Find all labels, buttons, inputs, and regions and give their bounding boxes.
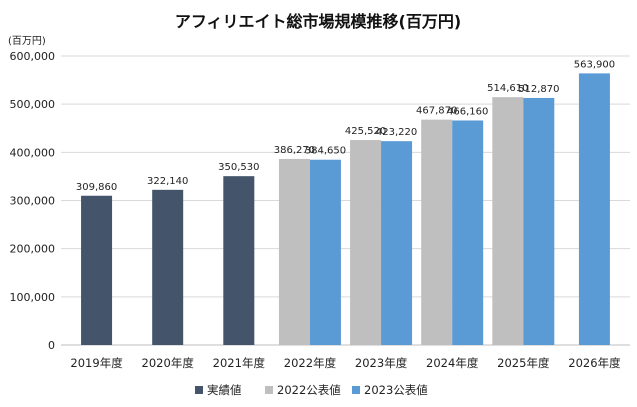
bar bbox=[381, 141, 413, 345]
x-tick-label: 2025年度 bbox=[497, 356, 550, 370]
x-tick-label: 2020年度 bbox=[142, 356, 195, 370]
data-label: 423,220 bbox=[376, 127, 417, 138]
bar bbox=[492, 97, 524, 345]
y-axis-ticks: 0 100,000 200,000 300,000 400,000 500,000 600,… bbox=[10, 50, 56, 352]
data-label: 467,870 bbox=[416, 106, 457, 117]
x-tick-label: 2026年度 bbox=[568, 356, 621, 370]
x-tick-label: 2022年度 bbox=[284, 356, 337, 370]
data-label: 514,610 bbox=[487, 83, 528, 94]
bar bbox=[578, 73, 610, 345]
chart-title: アフィリエイト総市場規模推移(百万円) bbox=[175, 12, 461, 31]
legend-swatch bbox=[195, 386, 203, 394]
bar bbox=[309, 159, 341, 345]
data-label: 425,520 bbox=[345, 126, 386, 137]
x-tick-label: 2023年度 bbox=[355, 356, 408, 370]
data-label: 309,860 bbox=[76, 182, 117, 193]
legend-swatch bbox=[265, 386, 273, 394]
legend: 実績値 2022公表値 2023公表値 bbox=[195, 383, 428, 397]
data-label: 322,140 bbox=[147, 176, 188, 187]
y-tick-label: 500,000 bbox=[10, 98, 56, 111]
x-tick-label: 2024年度 bbox=[426, 356, 479, 370]
bar bbox=[81, 195, 113, 345]
y-tick-label: 400,000 bbox=[10, 146, 56, 159]
y-tick-label: 200,000 bbox=[10, 243, 56, 256]
x-tick-label: 2019年度 bbox=[70, 356, 123, 370]
bar bbox=[152, 189, 184, 345]
bar bbox=[223, 176, 255, 345]
bar bbox=[350, 140, 382, 345]
bar bbox=[278, 158, 310, 345]
bar bbox=[421, 119, 453, 346]
y-tick-label: 600,000 bbox=[10, 50, 56, 63]
y-tick-label: 100,000 bbox=[10, 291, 56, 304]
data-label: 350,530 bbox=[218, 162, 259, 173]
legend-label: 2023公表値 bbox=[364, 383, 428, 397]
legend-label: 2022公表値 bbox=[277, 383, 341, 397]
y-tick-label: 0 bbox=[48, 339, 55, 352]
bars bbox=[81, 73, 610, 346]
legend-swatch bbox=[352, 386, 360, 394]
x-axis-ticks: 2019年度 2020年度 2021年度 2022年度 2023年度 2024年度 2025… bbox=[70, 356, 621, 370]
legend-label: 実績値 bbox=[207, 383, 242, 397]
data-label: 466,160 bbox=[447, 106, 488, 117]
bar bbox=[452, 120, 484, 345]
y-unit-label: (百万円) bbox=[8, 35, 46, 47]
data-label: 384,650 bbox=[305, 146, 346, 157]
bar bbox=[523, 97, 555, 345]
y-tick-label: 300,000 bbox=[10, 195, 56, 208]
data-label: 386,270 bbox=[274, 145, 315, 156]
data-label: 563,900 bbox=[574, 59, 615, 70]
data-label: 512,870 bbox=[518, 84, 559, 95]
x-tick-label: 2021年度 bbox=[213, 356, 266, 370]
